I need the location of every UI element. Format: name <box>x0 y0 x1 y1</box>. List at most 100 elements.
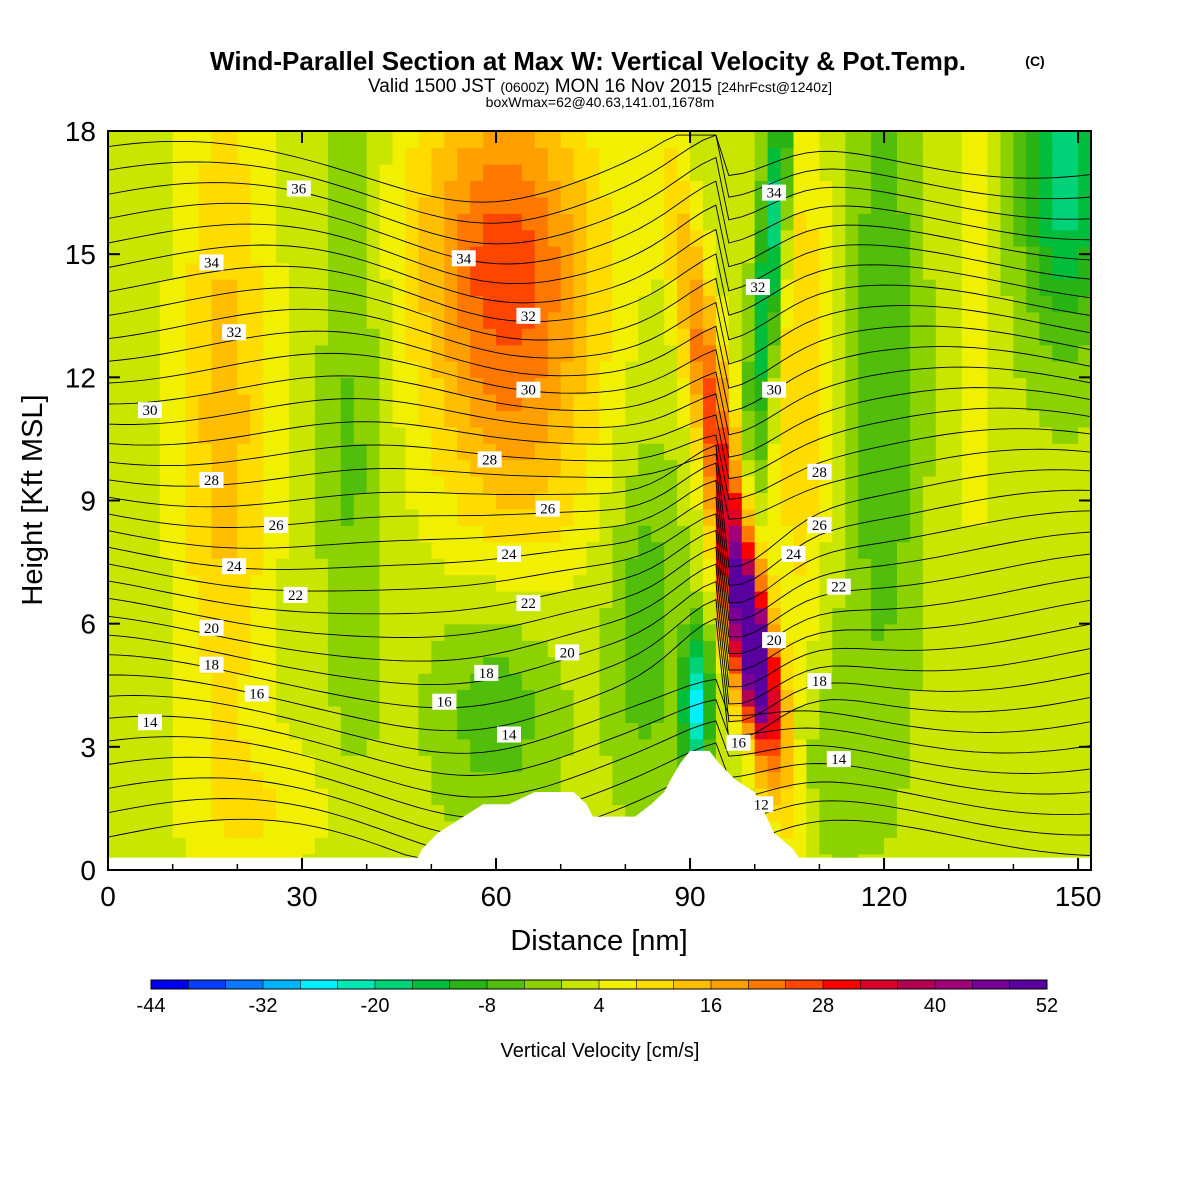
field-cell <box>819 640 834 658</box>
field-cell <box>1013 311 1028 329</box>
field-cell <box>353 180 368 198</box>
field-cell <box>198 131 213 149</box>
field-cell <box>1039 246 1053 264</box>
field-cell <box>948 475 963 494</box>
field-cell <box>1039 311 1053 329</box>
field-cell <box>690 426 704 444</box>
field-cell <box>302 722 316 740</box>
field-cell <box>922 738 937 756</box>
field-cell <box>237 787 251 806</box>
field-cell <box>418 328 433 346</box>
field-cell <box>948 837 963 855</box>
field-cell <box>1013 705 1028 723</box>
field-cell <box>599 492 614 510</box>
field-cell <box>845 475 859 494</box>
field-cell <box>948 262 963 280</box>
field-cell <box>483 328 497 346</box>
field-cell <box>172 196 187 214</box>
field-cell <box>677 393 691 411</box>
field-cell <box>211 328 226 346</box>
field-cell <box>1052 672 1066 691</box>
field-cell <box>457 525 471 543</box>
field-cell <box>392 131 407 149</box>
field-cell <box>612 443 627 461</box>
field-cell <box>806 607 821 625</box>
colorbar-swatch <box>561 980 600 989</box>
field-cell <box>793 377 808 395</box>
field-cell <box>599 607 614 625</box>
field-cell <box>353 459 368 477</box>
field-cell <box>496 771 510 789</box>
field-cell <box>1039 295 1053 313</box>
field-cell <box>120 196 135 214</box>
field-cell <box>431 443 446 461</box>
field-cell <box>237 344 251 362</box>
contour-label: 30 <box>521 383 536 399</box>
colorbar-swatch <box>300 980 339 989</box>
field-cell <box>703 147 717 165</box>
field-cell <box>172 837 187 855</box>
field-cell <box>612 492 627 510</box>
field-cell <box>133 262 148 280</box>
field-cell <box>935 804 950 822</box>
colorbar-swatch <box>151 980 189 989</box>
field-cell <box>418 344 433 362</box>
field-cell <box>948 213 963 231</box>
field-cell <box>897 278 911 296</box>
field-cell <box>703 574 717 592</box>
field-cell <box>651 525 665 543</box>
field-cell <box>327 180 342 198</box>
field-cell <box>289 459 303 477</box>
field-cell <box>509 574 523 592</box>
field-cell <box>392 820 407 838</box>
field-cell <box>185 837 200 855</box>
field-cell <box>185 443 200 461</box>
field-cell <box>340 459 355 477</box>
field-cell <box>1039 262 1053 280</box>
field-cell <box>405 278 420 296</box>
field-cell <box>1000 443 1015 461</box>
field-cell <box>871 787 885 806</box>
field-cell <box>780 558 795 576</box>
field-cell <box>1039 541 1053 559</box>
contour-label: 14 <box>831 752 847 768</box>
field-cell <box>1052 475 1066 494</box>
field-cell <box>935 722 950 740</box>
field-cell <box>418 640 433 658</box>
field-cell <box>612 360 627 379</box>
field-cell <box>547 443 562 461</box>
field-cell <box>444 672 458 691</box>
field-cell <box>237 640 251 658</box>
field-cell <box>340 163 355 181</box>
field-cell <box>651 262 665 280</box>
field-cell <box>560 147 575 165</box>
field-cell <box>1000 508 1015 526</box>
field-cell <box>935 295 950 313</box>
field-cell <box>521 147 536 165</box>
field-cell <box>948 656 963 674</box>
field-cell <box>470 738 484 756</box>
field-cell <box>638 787 652 806</box>
field-cell <box>741 672 756 691</box>
field-cell <box>677 525 691 543</box>
field-cell <box>1039 755 1053 773</box>
field-cell <box>405 689 420 707</box>
field-cell <box>392 787 407 806</box>
field-cell <box>250 820 264 838</box>
field-cell <box>314 196 329 214</box>
field-cell <box>793 640 808 658</box>
field-cell <box>884 311 898 329</box>
field-cell <box>780 344 795 362</box>
field-cell <box>1039 163 1053 181</box>
field-cell <box>224 623 239 641</box>
field-cell <box>418 590 433 608</box>
field-cell <box>146 607 161 625</box>
contour-label-box <box>762 184 787 201</box>
field-cell <box>832 705 846 723</box>
field-cell <box>909 163 924 181</box>
field-cell <box>754 525 769 543</box>
field-cell <box>509 246 523 264</box>
field-cell <box>858 410 872 428</box>
field-cell <box>987 147 1002 165</box>
field-cell <box>405 311 420 329</box>
